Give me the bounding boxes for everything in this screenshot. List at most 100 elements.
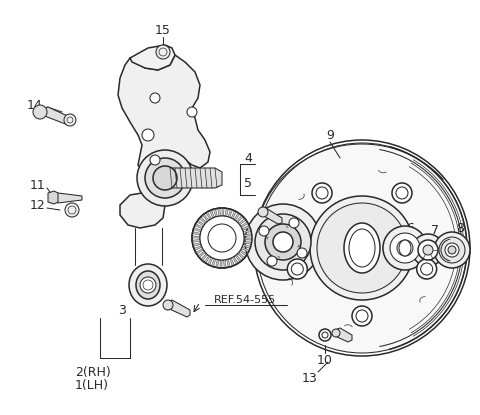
Polygon shape [244, 238, 252, 240]
Polygon shape [199, 217, 206, 224]
Polygon shape [214, 209, 217, 217]
Text: REF.54-555: REF.54-555 [214, 295, 276, 305]
Polygon shape [194, 246, 202, 251]
Polygon shape [238, 252, 245, 259]
Polygon shape [118, 55, 210, 180]
Circle shape [64, 114, 76, 126]
Polygon shape [232, 256, 238, 264]
Ellipse shape [399, 240, 411, 256]
Circle shape [317, 203, 407, 293]
Polygon shape [262, 208, 282, 224]
Circle shape [208, 224, 236, 252]
Text: 2(RH): 2(RH) [75, 366, 111, 378]
Circle shape [200, 216, 244, 260]
Circle shape [448, 246, 456, 254]
Circle shape [383, 226, 427, 270]
Polygon shape [208, 257, 213, 265]
Circle shape [392, 183, 412, 203]
Text: 10: 10 [317, 354, 333, 366]
Polygon shape [204, 256, 210, 263]
Circle shape [310, 196, 414, 300]
Circle shape [417, 259, 437, 279]
Text: 3: 3 [118, 303, 126, 317]
Circle shape [140, 277, 156, 293]
Polygon shape [192, 243, 201, 247]
Circle shape [145, 158, 185, 198]
Polygon shape [203, 214, 209, 221]
Polygon shape [198, 251, 205, 258]
Polygon shape [240, 222, 248, 227]
Circle shape [297, 248, 307, 258]
Polygon shape [212, 259, 216, 267]
Circle shape [150, 93, 160, 103]
Polygon shape [237, 215, 243, 222]
Polygon shape [335, 328, 352, 342]
Circle shape [33, 105, 47, 119]
Circle shape [265, 224, 301, 260]
Circle shape [156, 45, 170, 59]
Circle shape [259, 226, 269, 236]
Circle shape [163, 300, 173, 310]
Polygon shape [42, 107, 73, 125]
Polygon shape [218, 208, 220, 216]
Polygon shape [197, 220, 204, 226]
Circle shape [273, 232, 293, 252]
Circle shape [258, 207, 268, 217]
Polygon shape [242, 225, 250, 230]
Polygon shape [193, 227, 202, 232]
Polygon shape [225, 208, 228, 217]
Polygon shape [216, 259, 219, 268]
Ellipse shape [136, 271, 160, 299]
Polygon shape [230, 258, 234, 266]
Circle shape [142, 129, 154, 141]
Polygon shape [52, 193, 82, 203]
Polygon shape [240, 250, 247, 256]
Text: 13: 13 [302, 371, 318, 385]
Text: 15: 15 [155, 24, 171, 37]
Circle shape [288, 259, 307, 279]
Circle shape [439, 237, 465, 263]
Polygon shape [235, 255, 241, 262]
Text: 4: 4 [244, 151, 252, 164]
Polygon shape [120, 192, 165, 228]
Polygon shape [196, 249, 204, 254]
Polygon shape [231, 211, 236, 219]
Polygon shape [195, 224, 203, 229]
Circle shape [319, 329, 331, 341]
Polygon shape [242, 244, 251, 249]
Circle shape [397, 240, 413, 256]
Polygon shape [165, 300, 190, 317]
Polygon shape [222, 208, 224, 216]
Circle shape [445, 243, 459, 257]
Polygon shape [192, 232, 201, 235]
Text: 11: 11 [30, 178, 46, 191]
Circle shape [412, 234, 444, 266]
Polygon shape [228, 209, 232, 217]
Text: 1(LH): 1(LH) [75, 378, 109, 391]
Circle shape [150, 155, 160, 165]
Polygon shape [192, 239, 200, 242]
Text: 6: 6 [406, 222, 414, 234]
Polygon shape [48, 191, 58, 204]
Polygon shape [243, 229, 252, 233]
Polygon shape [206, 212, 212, 220]
Circle shape [257, 143, 467, 353]
Ellipse shape [129, 264, 167, 306]
Circle shape [153, 166, 177, 190]
Text: 8: 8 [456, 222, 464, 234]
Circle shape [187, 107, 197, 117]
Polygon shape [220, 260, 222, 268]
Circle shape [245, 204, 321, 280]
Circle shape [192, 208, 252, 268]
Polygon shape [130, 45, 175, 70]
Polygon shape [210, 210, 214, 218]
Polygon shape [243, 241, 252, 244]
Polygon shape [201, 254, 207, 261]
Circle shape [289, 218, 299, 228]
Polygon shape [239, 218, 246, 225]
Circle shape [390, 233, 420, 263]
Text: 9: 9 [326, 129, 334, 142]
Polygon shape [244, 234, 252, 237]
Polygon shape [224, 260, 226, 268]
Polygon shape [241, 247, 249, 252]
